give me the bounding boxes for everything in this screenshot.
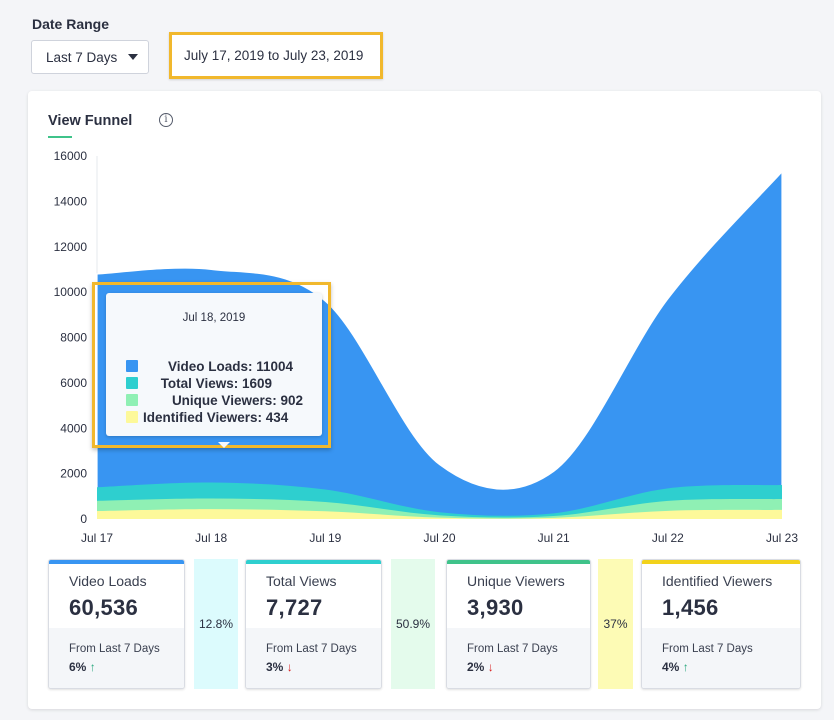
conversion-value: 50.9% (395, 617, 431, 631)
x-tick-label: Jul 19 (309, 531, 341, 545)
stat-value: 7,727 (266, 595, 323, 620)
info-icon[interactable]: i (159, 113, 173, 127)
x-tick-label: Jul 23 (766, 531, 798, 545)
stat-card-video-loads[interactable]: Video Loads 60,536 From Last 7 Days 6% ↑ (48, 559, 185, 689)
conversion-value: 12.8% (198, 617, 234, 631)
x-tick-label: Jul 22 (652, 531, 684, 545)
stat-color-bar (49, 560, 184, 564)
x-tick-label: Jul 21 (538, 531, 570, 545)
stat-from: From Last 7 Days (69, 643, 160, 655)
conversion-rate-1: 12.8% (194, 559, 238, 689)
stat-footer: From Last 7 Days 3% ↓ (246, 628, 381, 688)
stat-value: 1,456 (662, 595, 719, 620)
stat-footer: From Last 7 Days 4% ↑ (642, 628, 800, 688)
stat-name: Total Views (266, 573, 337, 589)
stat-name: Identified Viewers (662, 573, 773, 589)
title-underline (48, 136, 72, 138)
y-tick-label: 14000 (54, 194, 88, 208)
stat-color-bar (642, 560, 800, 564)
total-views-swatch (126, 377, 138, 389)
y-tick-label: 10000 (54, 285, 88, 299)
series-area-identified-viewers[interactable] (97, 509, 782, 519)
date-range-text: July 17, 2019 to July 23, 2019 (184, 48, 364, 63)
y-axis: 0 2000 4000 6000 8000 10000 12000 14000 16000 (54, 149, 98, 526)
stat-color-bar (246, 560, 381, 564)
y-tick-label: 8000 (60, 331, 87, 345)
stat-change: 4% ↑ (662, 660, 689, 674)
x-tick-label: Jul 20 (423, 531, 455, 545)
chart-tooltip: Jul 18, 2019 Video Loads: 11004 Total Vi… (106, 293, 322, 448)
stat-change-value: 3% (266, 660, 284, 674)
unique-viewers-swatch (126, 394, 138, 406)
panel-title: View Funnel (48, 113, 133, 129)
stat-card-identified-viewers[interactable]: Identified Viewers 1,456 From Last 7 Day… (641, 559, 801, 689)
date-preset-value: Last 7 Days (46, 49, 118, 65)
tooltip-row-total-views: Total Views: 1609 (126, 375, 272, 391)
conversion-rate-3: 37% (598, 559, 633, 689)
identified-viewers-swatch (126, 411, 138, 423)
stat-from: From Last 7 Days (266, 643, 357, 655)
tooltip-row-unique-viewers: Unique Viewers: 902 (126, 392, 303, 408)
y-tick-label: 0 (80, 512, 87, 526)
view-funnel-chart: 0 2000 4000 6000 8000 10000 12000 14000 16000 Ju… (54, 149, 799, 545)
x-tick-label: Jul 17 (81, 531, 113, 545)
stat-card-unique-viewers[interactable]: Unique Viewers 3,930 From Last 7 Days 2%… (446, 559, 591, 689)
stat-name: Video Loads (69, 573, 147, 589)
stat-change: 6% ↑ (69, 660, 96, 674)
stat-card-total-views[interactable]: Total Views 7,727 From Last 7 Days 3% ↓ (245, 559, 382, 689)
date-preset-dropdown[interactable]: Last 7 Days (31, 40, 149, 74)
tooltip-row-identified-viewers: Identified Viewers: 434 (126, 409, 301, 425)
stat-change: 3% ↓ (266, 660, 293, 674)
stat-from: From Last 7 Days (467, 643, 558, 655)
conversion-value: 37% (603, 617, 628, 631)
date-range-display[interactable]: July 17, 2019 to July 23, 2019 (169, 32, 383, 79)
stat-change-value: 6% (69, 660, 87, 674)
conversion-rate-2: 50.9% (391, 559, 435, 689)
x-axis: Jul 17 Jul 18 Jul 19 Jul 20 Jul 21 Jul 22 Jul … (81, 531, 798, 545)
y-tick-label: 16000 (54, 149, 88, 163)
tooltip-date: Jul 18, 2019 (182, 312, 246, 324)
y-tick-label: 6000 (60, 376, 87, 390)
stat-value: 3,930 (467, 595, 524, 620)
arrow-down-icon: ↓ (286, 660, 293, 674)
tooltip-video-loads: Video Loads: 11004 (167, 358, 293, 374)
tooltip-row-video-loads: Video Loads: 11004 (126, 358, 293, 374)
tooltip-unique-viewers: Unique Viewers: 902 (171, 392, 303, 408)
stat-footer: From Last 7 Days 6% ↑ (49, 628, 184, 688)
tooltip-identified-viewers: Identified Viewers: 434 (143, 409, 289, 425)
arrow-down-icon: ↓ (487, 660, 494, 674)
stat-name: Unique Viewers (467, 573, 565, 589)
arrow-up-icon: ↑ (682, 660, 689, 674)
y-tick-label: 12000 (54, 240, 88, 254)
tooltip-total-views: Total Views: 1609 (160, 375, 272, 391)
stat-color-bar (447, 560, 590, 564)
stat-footer: From Last 7 Days 2% ↓ (447, 628, 590, 688)
x-tick-label: Jul 18 (195, 531, 227, 545)
chevron-down-icon (128, 54, 139, 60)
arrow-up-icon: ↑ (89, 660, 96, 674)
y-tick-label: 4000 (60, 421, 87, 435)
date-range-label: Date Range (32, 16, 110, 32)
y-tick-label: 2000 (60, 467, 87, 481)
stat-change: 2% ↓ (467, 660, 494, 674)
stat-change-value: 4% (662, 660, 680, 674)
stat-from: From Last 7 Days (662, 643, 753, 655)
chart-tooltip-highlight: Jul 18, 2019 Video Loads: 11004 Total Vi… (92, 282, 331, 448)
tooltip-pointer (218, 442, 230, 448)
video-loads-swatch (126, 360, 138, 372)
stat-value: 60,536 (69, 595, 139, 620)
stat-change-value: 2% (467, 660, 485, 674)
